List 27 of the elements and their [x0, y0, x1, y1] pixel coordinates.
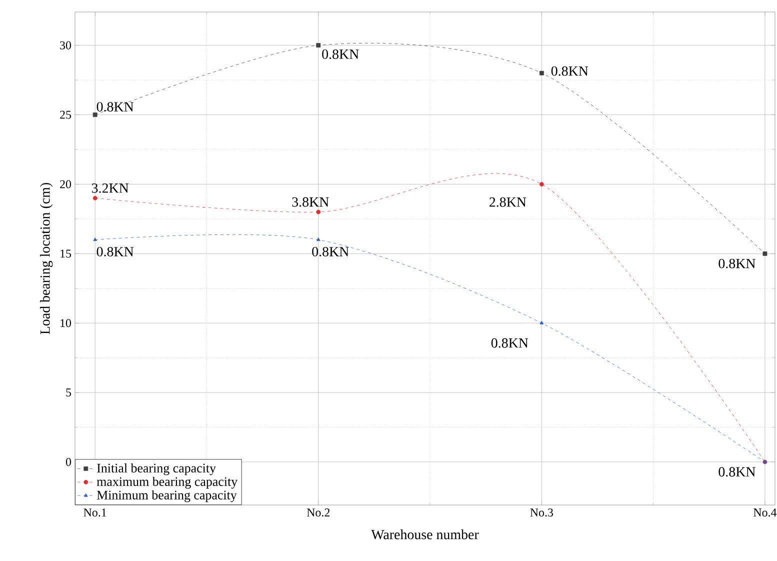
annotation: 3.2KN — [92, 183, 129, 193]
annotation: 0.8KN — [491, 338, 528, 348]
legend-label: Initial bearing capacity — [97, 463, 216, 476]
annotation: 0.8KN — [718, 467, 756, 477]
y-tick-label: 0 — [66, 458, 72, 466]
y-tick-label: 20 — [60, 180, 72, 188]
x-axis-title: Warehouse number — [371, 529, 479, 540]
y-tick-label: 15 — [60, 250, 72, 258]
annotation: 0.8KN — [322, 50, 359, 59]
annotation: 0.8KN — [96, 102, 134, 112]
legend-label: maximum bearing capacity — [96, 476, 238, 489]
annotation: 0.8KN — [718, 258, 756, 268]
y-tick-label: 25 — [60, 110, 72, 119]
y-tick-label: 10 — [60, 319, 72, 328]
x-tick-label: No.2 — [306, 508, 330, 517]
y-tick-label: 30 — [60, 41, 72, 50]
legend-label: Minimum bearing capacity — [96, 490, 237, 502]
y-axis-title: Load bearing location (cm) — [40, 182, 53, 334]
annotation: 0.8KN — [312, 246, 349, 256]
annotation: 0.8KN — [96, 246, 134, 256]
annotation: 0.8KN — [551, 66, 588, 76]
x-tick-label: No.3 — [530, 508, 553, 517]
x-tick-label: No.1 — [84, 508, 106, 517]
y-tick-label: 5 — [66, 388, 72, 396]
annotation: 3.8KN — [292, 197, 329, 207]
x-tick-label: No.4 — [754, 508, 777, 517]
annotation: 2.8KN — [490, 197, 526, 207]
